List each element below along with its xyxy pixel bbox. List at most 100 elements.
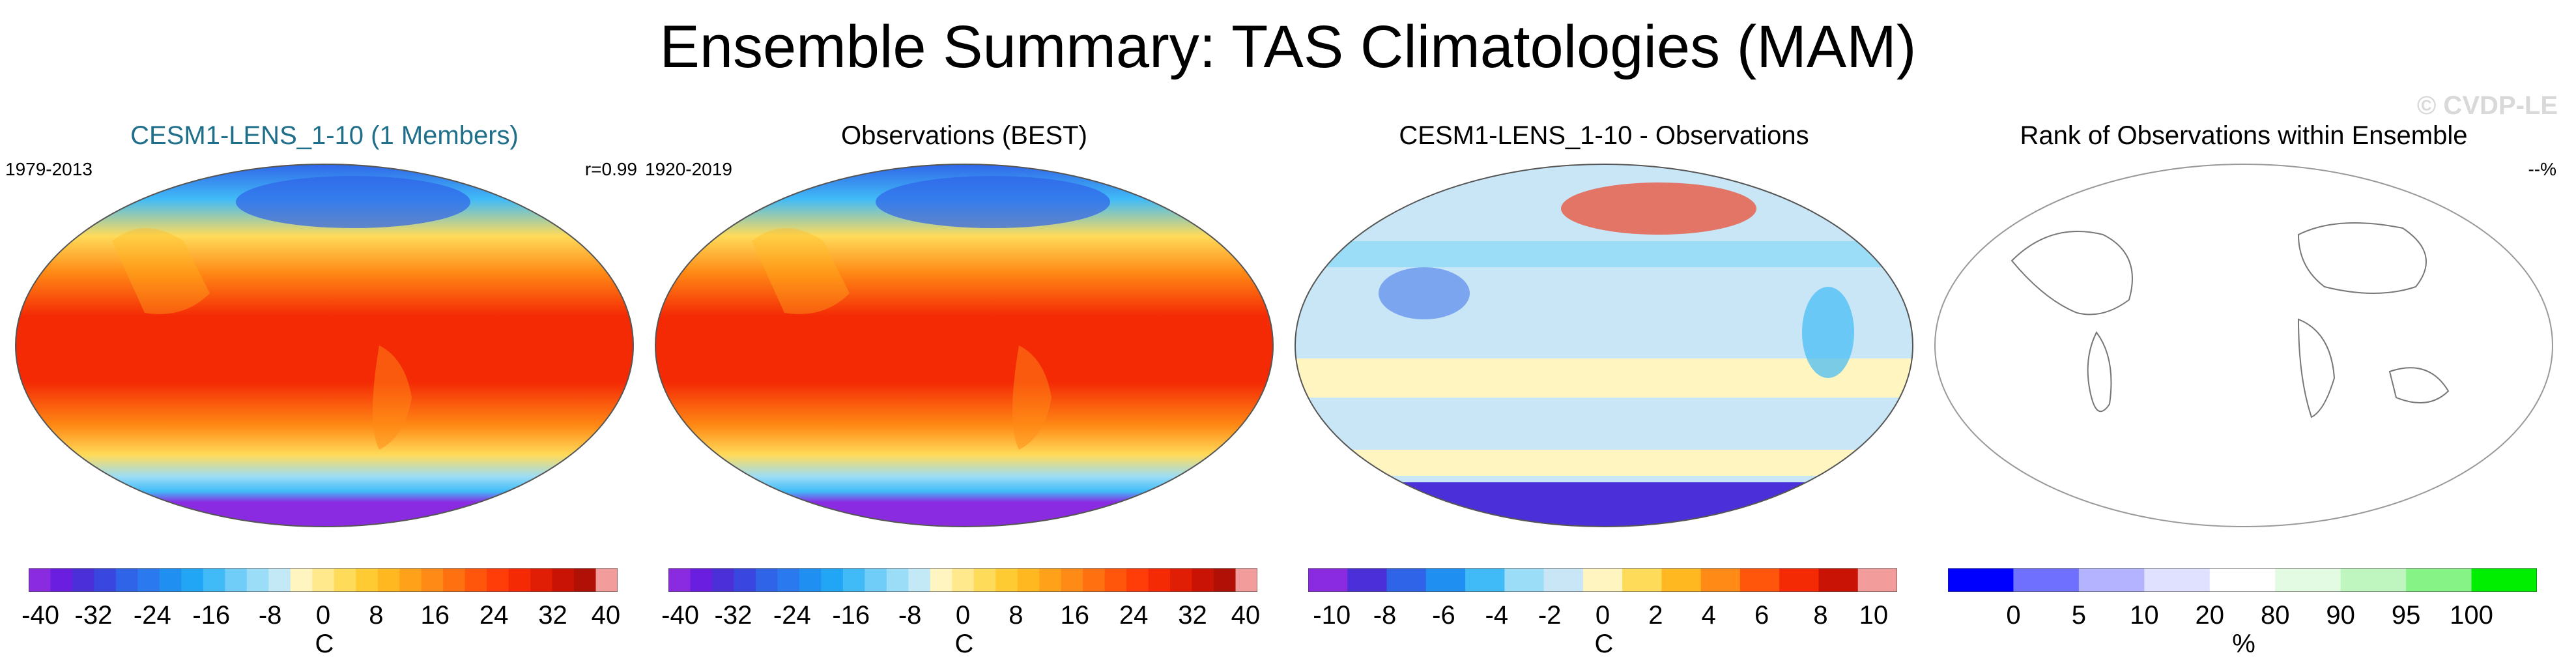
colorbar-tick-label: 0 xyxy=(315,601,331,630)
colorbar-tick-label: 32 xyxy=(538,601,567,630)
colorbar-ticks: 0 5 10 20 80 90 95 100 xyxy=(1948,601,2537,634)
colorbar-units: C xyxy=(1594,630,1614,658)
climatology-map xyxy=(655,164,1274,527)
colorbar-swatch xyxy=(1739,568,1780,592)
colorbar-swatch xyxy=(334,568,356,592)
colorbar-swatch xyxy=(2209,568,2276,592)
colorbar-swatch xyxy=(1818,568,1859,592)
colorbar-tick-label: 16 xyxy=(420,601,450,630)
colorbar-swatch xyxy=(246,568,269,592)
colorbar-ticks: -40 -32 -24 -16 -8 0 8 16 24 32 40 xyxy=(661,601,1260,634)
colorbar-tick-label: 40 xyxy=(591,601,621,630)
colorbar-swatch xyxy=(2144,568,2211,592)
colorbar-swatch xyxy=(29,568,51,592)
colorbar-swatch xyxy=(1170,568,1193,592)
colorbar-swatch xyxy=(595,568,618,592)
colorbar-swatch xyxy=(1661,568,1702,592)
colorbar-tick-label: 32 xyxy=(1178,601,1207,630)
colorbar-swatch xyxy=(399,568,422,592)
climatology-map xyxy=(15,164,634,527)
colorbar-tick-label: -6 xyxy=(1432,601,1455,630)
colorbar-swatch xyxy=(574,568,597,592)
period-label: 1920-2019 xyxy=(645,159,732,179)
colorbar-swatch xyxy=(1386,568,1427,592)
colorbar-swatch xyxy=(552,568,575,592)
colorbar-swatch xyxy=(1083,568,1106,592)
colorbar xyxy=(1948,568,2537,592)
rank-label: --% xyxy=(2528,159,2556,179)
colorbar-tick-label: -8 xyxy=(258,601,282,630)
colorbar-swatch xyxy=(886,568,909,592)
colorbar xyxy=(1308,568,1897,592)
colorbar-swatch xyxy=(930,568,952,592)
colorbar-swatch xyxy=(711,568,734,592)
colorbar-swatch xyxy=(465,568,487,592)
panel-difference: CESM1-LENS_1-10 - Observations -10 -8 -6 -4… xyxy=(1285,117,1923,670)
colorbar-swatch xyxy=(2013,568,2080,592)
colorbar-tick-label: 4 xyxy=(1701,601,1716,630)
colorbar-swatch xyxy=(842,568,865,592)
colorbar-tick-label: 10 xyxy=(2130,601,2159,630)
colorbar-tick-label: -10 xyxy=(1313,601,1351,630)
colorbar-swatch xyxy=(181,568,204,592)
panel-title: Observations (BEST) xyxy=(841,121,1087,150)
colorbar-tick-label: 16 xyxy=(1060,601,1090,630)
colorbar-swatch xyxy=(952,568,975,592)
colorbar-ticks: -40 -32 -24 -16 -8 0 8 16 24 32 40 xyxy=(21,601,621,634)
colorbar-swatch xyxy=(159,568,182,592)
colorbar-swatch xyxy=(1857,568,1897,592)
colorbar-swatch xyxy=(755,568,778,592)
colorbar-tick-label: 5 xyxy=(2071,601,2086,630)
colorbar-tick-label: 8 xyxy=(1009,601,1023,630)
colorbar-swatch xyxy=(1148,568,1171,592)
difference-map xyxy=(1295,164,1913,527)
rank-map xyxy=(1934,164,2553,527)
colorbar-tick-label: -16 xyxy=(192,601,231,630)
colorbar-swatch xyxy=(1700,568,1741,592)
colorbar-swatch xyxy=(94,568,117,592)
colorbar-swatch xyxy=(2078,568,2145,592)
colorbar-swatch xyxy=(1192,568,1214,592)
colorbar-swatch xyxy=(1061,568,1083,592)
period-label: 1979-2013 xyxy=(5,159,93,179)
colorbar-swatch xyxy=(1347,568,1388,592)
colorbar-swatch xyxy=(1214,568,1237,592)
colorbar-tick-label: -32 xyxy=(714,601,752,630)
colorbar-tick-label: -40 xyxy=(661,601,699,630)
colorbar-tick-label: 20 xyxy=(2195,601,2225,630)
colorbar-tick-label: 95 xyxy=(2391,601,2421,630)
colorbar-tick-label: 24 xyxy=(479,601,509,630)
colorbar-tick-label: -8 xyxy=(1373,601,1397,630)
colorbar-swatch xyxy=(1465,568,1505,592)
colorbar-swatch xyxy=(50,568,73,592)
colorbar-tick-label: 6 xyxy=(1754,601,1769,630)
colorbar-tick-label: -2 xyxy=(1538,601,1562,630)
colorbar-swatch xyxy=(1582,568,1623,592)
colorbar-swatch xyxy=(443,568,466,592)
colorbar-swatch xyxy=(690,568,713,592)
colorbar-tick-label: 90 xyxy=(2326,601,2355,630)
colorbar-swatch xyxy=(668,568,691,592)
colorbar-swatch xyxy=(225,568,248,592)
colorbar-swatch xyxy=(268,568,291,592)
colorbar-units: C xyxy=(954,630,974,658)
colorbar-tick-label: 40 xyxy=(1231,601,1261,630)
colorbar xyxy=(668,568,1257,592)
colorbar-swatch xyxy=(821,568,844,592)
colorbar-swatch xyxy=(1948,568,2014,592)
colorbar-tick-label: 8 xyxy=(1813,601,1828,630)
colorbar-swatch xyxy=(2471,568,2537,592)
panel-title: Rank of Observations within Ensemble xyxy=(2020,121,2468,150)
colorbar-swatch xyxy=(530,568,553,592)
figure-title: Ensemble Summary: TAS Climatologies (MAM… xyxy=(659,14,1917,80)
panel-title: CESM1-LENS_1-10 - Observations xyxy=(1399,121,1809,150)
colorbar-swatch xyxy=(1622,568,1662,592)
colorbar-swatch xyxy=(421,568,444,592)
colorbar-tick-label: 0 xyxy=(955,601,971,630)
colorbar-swatch xyxy=(1425,568,1466,592)
colorbar-tick-label: -32 xyxy=(74,601,113,630)
colorbar-swatch xyxy=(312,568,335,592)
colorbar-tick-label: -24 xyxy=(773,601,811,630)
colorbar-tick-label: 0 xyxy=(2006,601,2021,630)
colorbar xyxy=(29,568,618,592)
